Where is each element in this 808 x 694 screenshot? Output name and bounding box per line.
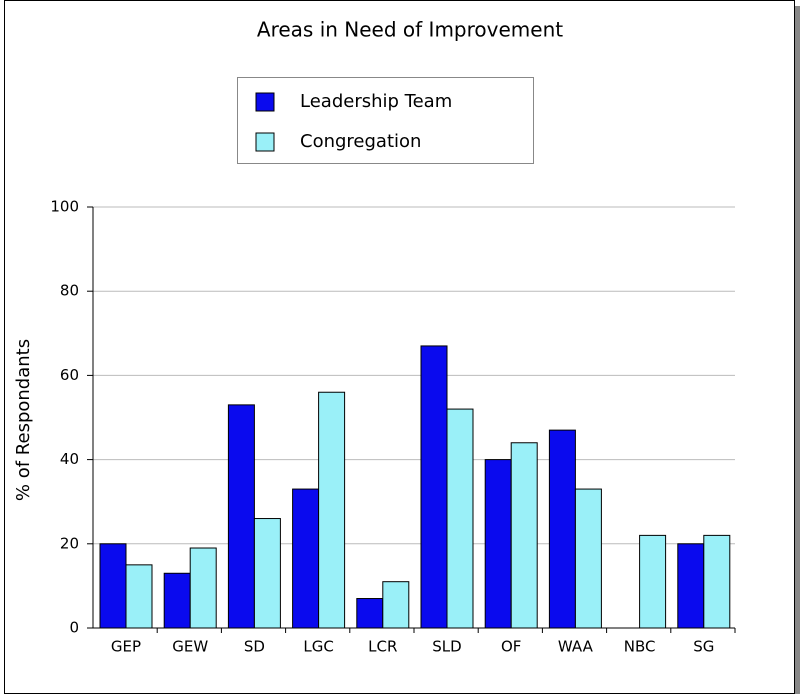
y-tick-label: 60 bbox=[60, 366, 79, 384]
bar bbox=[125, 564, 153, 629]
bar bbox=[639, 534, 667, 629]
x-tick-label: NBC bbox=[624, 638, 656, 656]
x-tick-label: GEW bbox=[172, 638, 208, 656]
x-tick-label: WAA bbox=[558, 638, 594, 656]
legend-swatch bbox=[255, 92, 275, 112]
bar bbox=[318, 391, 346, 629]
legend-label: Congregation bbox=[300, 131, 421, 152]
bar bbox=[548, 429, 576, 629]
x-tick-label: GEP bbox=[111, 638, 141, 656]
y-tick-label: 80 bbox=[60, 282, 79, 300]
x-tick-label: SD bbox=[244, 638, 265, 656]
x-tick-label: SLD bbox=[432, 638, 461, 656]
y-axis-label: % of Respondants bbox=[13, 339, 34, 501]
bar bbox=[420, 345, 448, 629]
y-tick-label: 20 bbox=[60, 534, 79, 552]
bar bbox=[382, 581, 410, 629]
bar bbox=[446, 408, 474, 629]
chart-title: Areas in Need of Improvement bbox=[257, 18, 563, 42]
bar bbox=[163, 572, 191, 629]
x-tick-label: LGC bbox=[303, 638, 333, 656]
legend-swatch bbox=[255, 132, 275, 152]
x-tick-label: OF bbox=[501, 638, 521, 656]
x-tick-label: LCR bbox=[368, 638, 397, 656]
bar bbox=[484, 459, 512, 629]
bar bbox=[677, 543, 705, 629]
bar bbox=[292, 488, 320, 629]
y-tick-label: 40 bbox=[60, 450, 79, 468]
y-tick-label: 0 bbox=[69, 619, 79, 637]
bar bbox=[227, 404, 255, 629]
x-tick-label: SG bbox=[693, 638, 714, 656]
y-tick-label: 100 bbox=[50, 198, 79, 216]
bar bbox=[356, 598, 384, 629]
bar bbox=[510, 442, 538, 629]
legend-box bbox=[237, 77, 534, 164]
bar bbox=[574, 488, 602, 629]
bar bbox=[703, 534, 731, 629]
bar bbox=[189, 547, 217, 629]
bar bbox=[99, 543, 127, 629]
legend-label: Leadership Team bbox=[300, 91, 452, 112]
bar bbox=[253, 518, 281, 629]
